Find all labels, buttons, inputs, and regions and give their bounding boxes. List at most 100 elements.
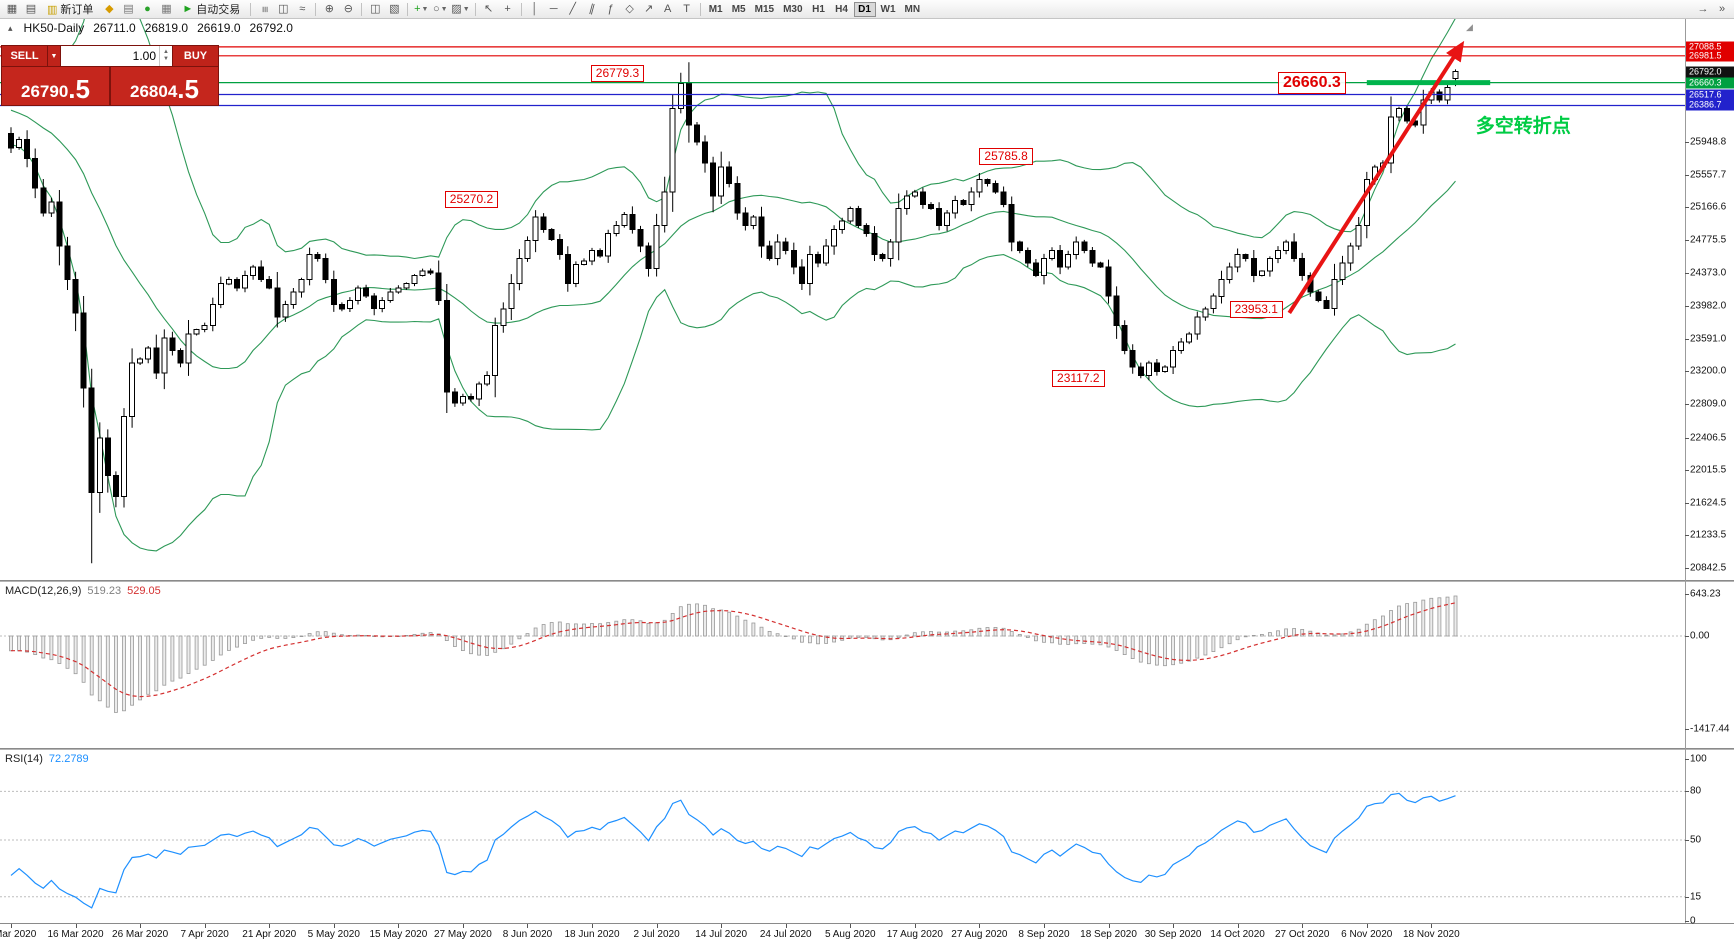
price-chart[interactable] — [0, 19, 1685, 580]
price-axis-tag: 26660.3 — [1686, 77, 1734, 89]
date-axis-label: 18 Nov 2020 — [1402, 929, 1460, 940]
fibonacci-button[interactable]: ƒ — [602, 1, 620, 17]
zoom-in-icon: ⊕ — [324, 2, 334, 15]
sell-price-button[interactable]: 26790.5 — [2, 67, 111, 105]
vertical-line-button[interactable]: │ — [526, 1, 544, 17]
date-axis-tickmark — [11, 924, 12, 928]
date-axis-tickmark — [269, 924, 271, 928]
price-label-annotation[interactable]: 23953.1 — [1229, 300, 1283, 318]
equidistant-channel-button[interactable]: ∥ — [583, 1, 601, 17]
price-axis-tickmark — [1685, 306, 1689, 308]
toolbar-separator — [407, 2, 409, 16]
cascade-windows-button[interactable]: ▧ — [385, 1, 403, 17]
price-label-annotation[interactable]: 26660.3 — [1277, 71, 1346, 94]
candlestick-chart-button[interactable]: ◫ — [274, 1, 292, 17]
price-axis-tick: 25948.8 — [1690, 136, 1727, 148]
volume-value[interactable]: 1.00 — [132, 49, 156, 63]
indicators-add-button[interactable]: + ▼ — [412, 1, 430, 17]
new-order-icon: ▥ — [47, 3, 58, 16]
timeframe-h1-button[interactable]: H1 — [812, 3, 825, 15]
volume-spinner[interactable]: ▲ ▼ — [159, 46, 172, 66]
volume-input[interactable]: 1.00 ▲ ▼ — [61, 46, 172, 66]
buy-button[interactable]: BUY — [172, 46, 218, 66]
timeframe-m15-button[interactable]: M15 — [754, 3, 775, 15]
panel-splitter[interactable] — [0, 580, 1734, 582]
panel-splitter[interactable] — [0, 748, 1734, 750]
toolbar-separator — [315, 2, 317, 16]
market-depth-icon: ◆ — [105, 2, 114, 15]
timeframe-d1-button[interactable]: D1 — [853, 1, 876, 17]
data-window-icon: ▤ — [123, 2, 134, 15]
timeframe-m5-button[interactable]: M5 — [731, 3, 746, 15]
date-axis-tickmark — [1043, 924, 1045, 928]
cursor-icon: ↖ — [484, 2, 494, 15]
data-window-button[interactable]: ▤ — [119, 1, 137, 17]
templates-button[interactable]: ▨ ▼ — [450, 1, 470, 17]
zoom-out-button[interactable]: ⊖ — [339, 1, 357, 17]
market-watch-button[interactable]: ● — [138, 1, 156, 17]
volume-up-icon[interactable]: ▲ — [163, 49, 169, 55]
new-order-button[interactable]: ▥ 新订单 — [41, 1, 99, 17]
date-axis-label: 27 Oct 2020 — [1274, 929, 1330, 940]
trend-arrow-object[interactable] — [1287, 40, 1465, 314]
toolbar-separator — [250, 2, 252, 16]
rsi-axis-tickmark — [1685, 791, 1689, 793]
market-depth-button[interactable]: ◆ — [100, 1, 118, 17]
turning-point-note[interactable]: 多空转折点 — [1475, 116, 1571, 138]
price-axis-tag: 26792.0 — [1686, 66, 1734, 78]
sell-button[interactable]: SELL — [2, 46, 48, 66]
timeframe-mn-button[interactable]: MN — [904, 3, 921, 15]
macd-panel-chart[interactable] — [0, 582, 1685, 748]
auto-scroll-button[interactable]: » — [1713, 1, 1731, 17]
date-axis-label: 14 Oct 2020 — [1210, 929, 1265, 940]
rsi-panel-chart[interactable] — [0, 750, 1685, 923]
text-label-button[interactable]: T — [678, 1, 696, 17]
price-axis-tick: 22809.0 — [1690, 398, 1727, 410]
timeframe-h4-button[interactable]: H4 — [835, 3, 848, 15]
chart-profiles-button[interactable]: ▤ — [22, 1, 40, 17]
price-label-annotation[interactable]: 26779.3 — [590, 64, 645, 82]
text-button[interactable]: A — [659, 1, 677, 17]
one-click-collapse-icon[interactable]: ▴ — [8, 22, 13, 33]
date-axis-tickmark — [592, 924, 594, 928]
price-label-annotation[interactable]: 23117.2 — [1052, 370, 1105, 388]
price-label-annotation[interactable]: 25785.8 — [979, 147, 1033, 165]
bars-chart-button[interactable]: ≡ — [255, 1, 273, 17]
one-click-trading-panel: SELL ▼ 1.00 ▲ ▼ BUY 26790.5 26804.5 — [1, 45, 219, 106]
chart-shift-button[interactable]: → — [1694, 1, 1712, 17]
new-chart-button[interactable]: ▦ — [3, 1, 21, 17]
date-axis-tickmark — [914, 924, 916, 928]
zoom-in-button[interactable]: ⊕ — [320, 1, 338, 17]
chart-title: ▴ HK50-Daily 26711.0 26819.0 26619.0 267… — [8, 21, 293, 35]
date-axis-tickmark — [462, 924, 464, 928]
line-chart-button[interactable]: ≈ — [293, 1, 311, 17]
trendline-button[interactable]: ╱ — [564, 1, 582, 17]
volume-down-icon[interactable]: ▼ — [163, 56, 169, 62]
crosshair-button[interactable]: + — [499, 1, 517, 17]
periods-button[interactable]: ○ ▼ — [431, 1, 449, 17]
strategy-tester-button[interactable]: ▦ — [157, 1, 175, 17]
horizontal-line-button[interactable]: ─ — [545, 1, 563, 17]
arrows-button[interactable]: ↗ — [640, 1, 658, 17]
timeframe-m30-button[interactable]: M30 — [783, 3, 803, 15]
timeframe-m1-button[interactable]: M1 — [708, 3, 723, 15]
shapes-button[interactable]: ◇ — [621, 1, 639, 17]
date-axis-label: 14 Jul 2020 — [695, 929, 748, 940]
indicators-add-caret-icon: ▼ — [421, 5, 429, 13]
cursor-button[interactable]: ↖ — [480, 1, 498, 17]
buy-price-button[interactable]: 26804.5 — [111, 67, 218, 105]
tile-windows-button[interactable]: ◫ — [366, 1, 384, 17]
equidistant-channel-icon: ∥ — [587, 2, 596, 16]
chart-shift-marker-icon[interactable]: ◢ — [1466, 22, 1473, 32]
macd-axis-tickmark — [1685, 593, 1689, 595]
timeframe-w1-button[interactable]: W1 — [880, 3, 896, 15]
price-label-annotation[interactable]: 25270.2 — [444, 190, 499, 208]
price-axis-tick: 23982.0 — [1690, 300, 1727, 312]
order-type-dropdown[interactable]: ▼ — [48, 46, 61, 66]
rsi-header: RSI(14) 72.2789 — [5, 753, 89, 765]
zoom-out-icon: ⊖ — [343, 2, 353, 15]
date-axis-label: 16 Mar 2020 — [47, 929, 104, 940]
market-watch-icon: ● — [144, 2, 151, 15]
autotrading-button[interactable]: ► 自动交易 — [176, 1, 246, 17]
